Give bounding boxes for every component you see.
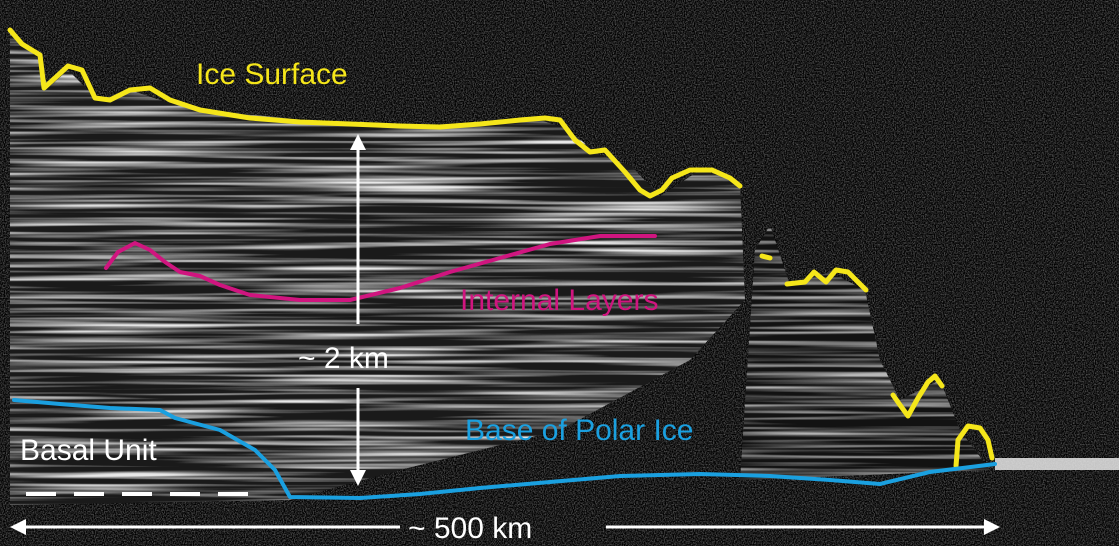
surface-echo-right [995, 458, 1119, 470]
ice-surface-line [7, 27, 743, 199]
thickness-label: ~ 2 km [298, 342, 389, 375]
horizontal-scale-arrow [10, 519, 1000, 535]
base-of-polar-ice-label: Base of Polar Ice [465, 414, 693, 447]
thickness-arrow [350, 134, 366, 486]
ice-surface-line-peak-1 [759, 253, 773, 261]
ice-surface-label: Ice Surface [196, 58, 348, 91]
ice-surface-line-peak-2 [784, 267, 869, 293]
internal-layers-label: Internal Layers [460, 284, 658, 317]
base-of-polar-ice-line [12, 398, 997, 500]
basal-unit-label: Basal Unit [20, 434, 157, 467]
horizontal-scale-label: ~ 500 km [408, 512, 532, 545]
ice-surface-line-peak-4 [953, 423, 995, 469]
internal-layer-line [104, 234, 657, 302]
ice-surface-line-peak-3 [890, 373, 945, 419]
